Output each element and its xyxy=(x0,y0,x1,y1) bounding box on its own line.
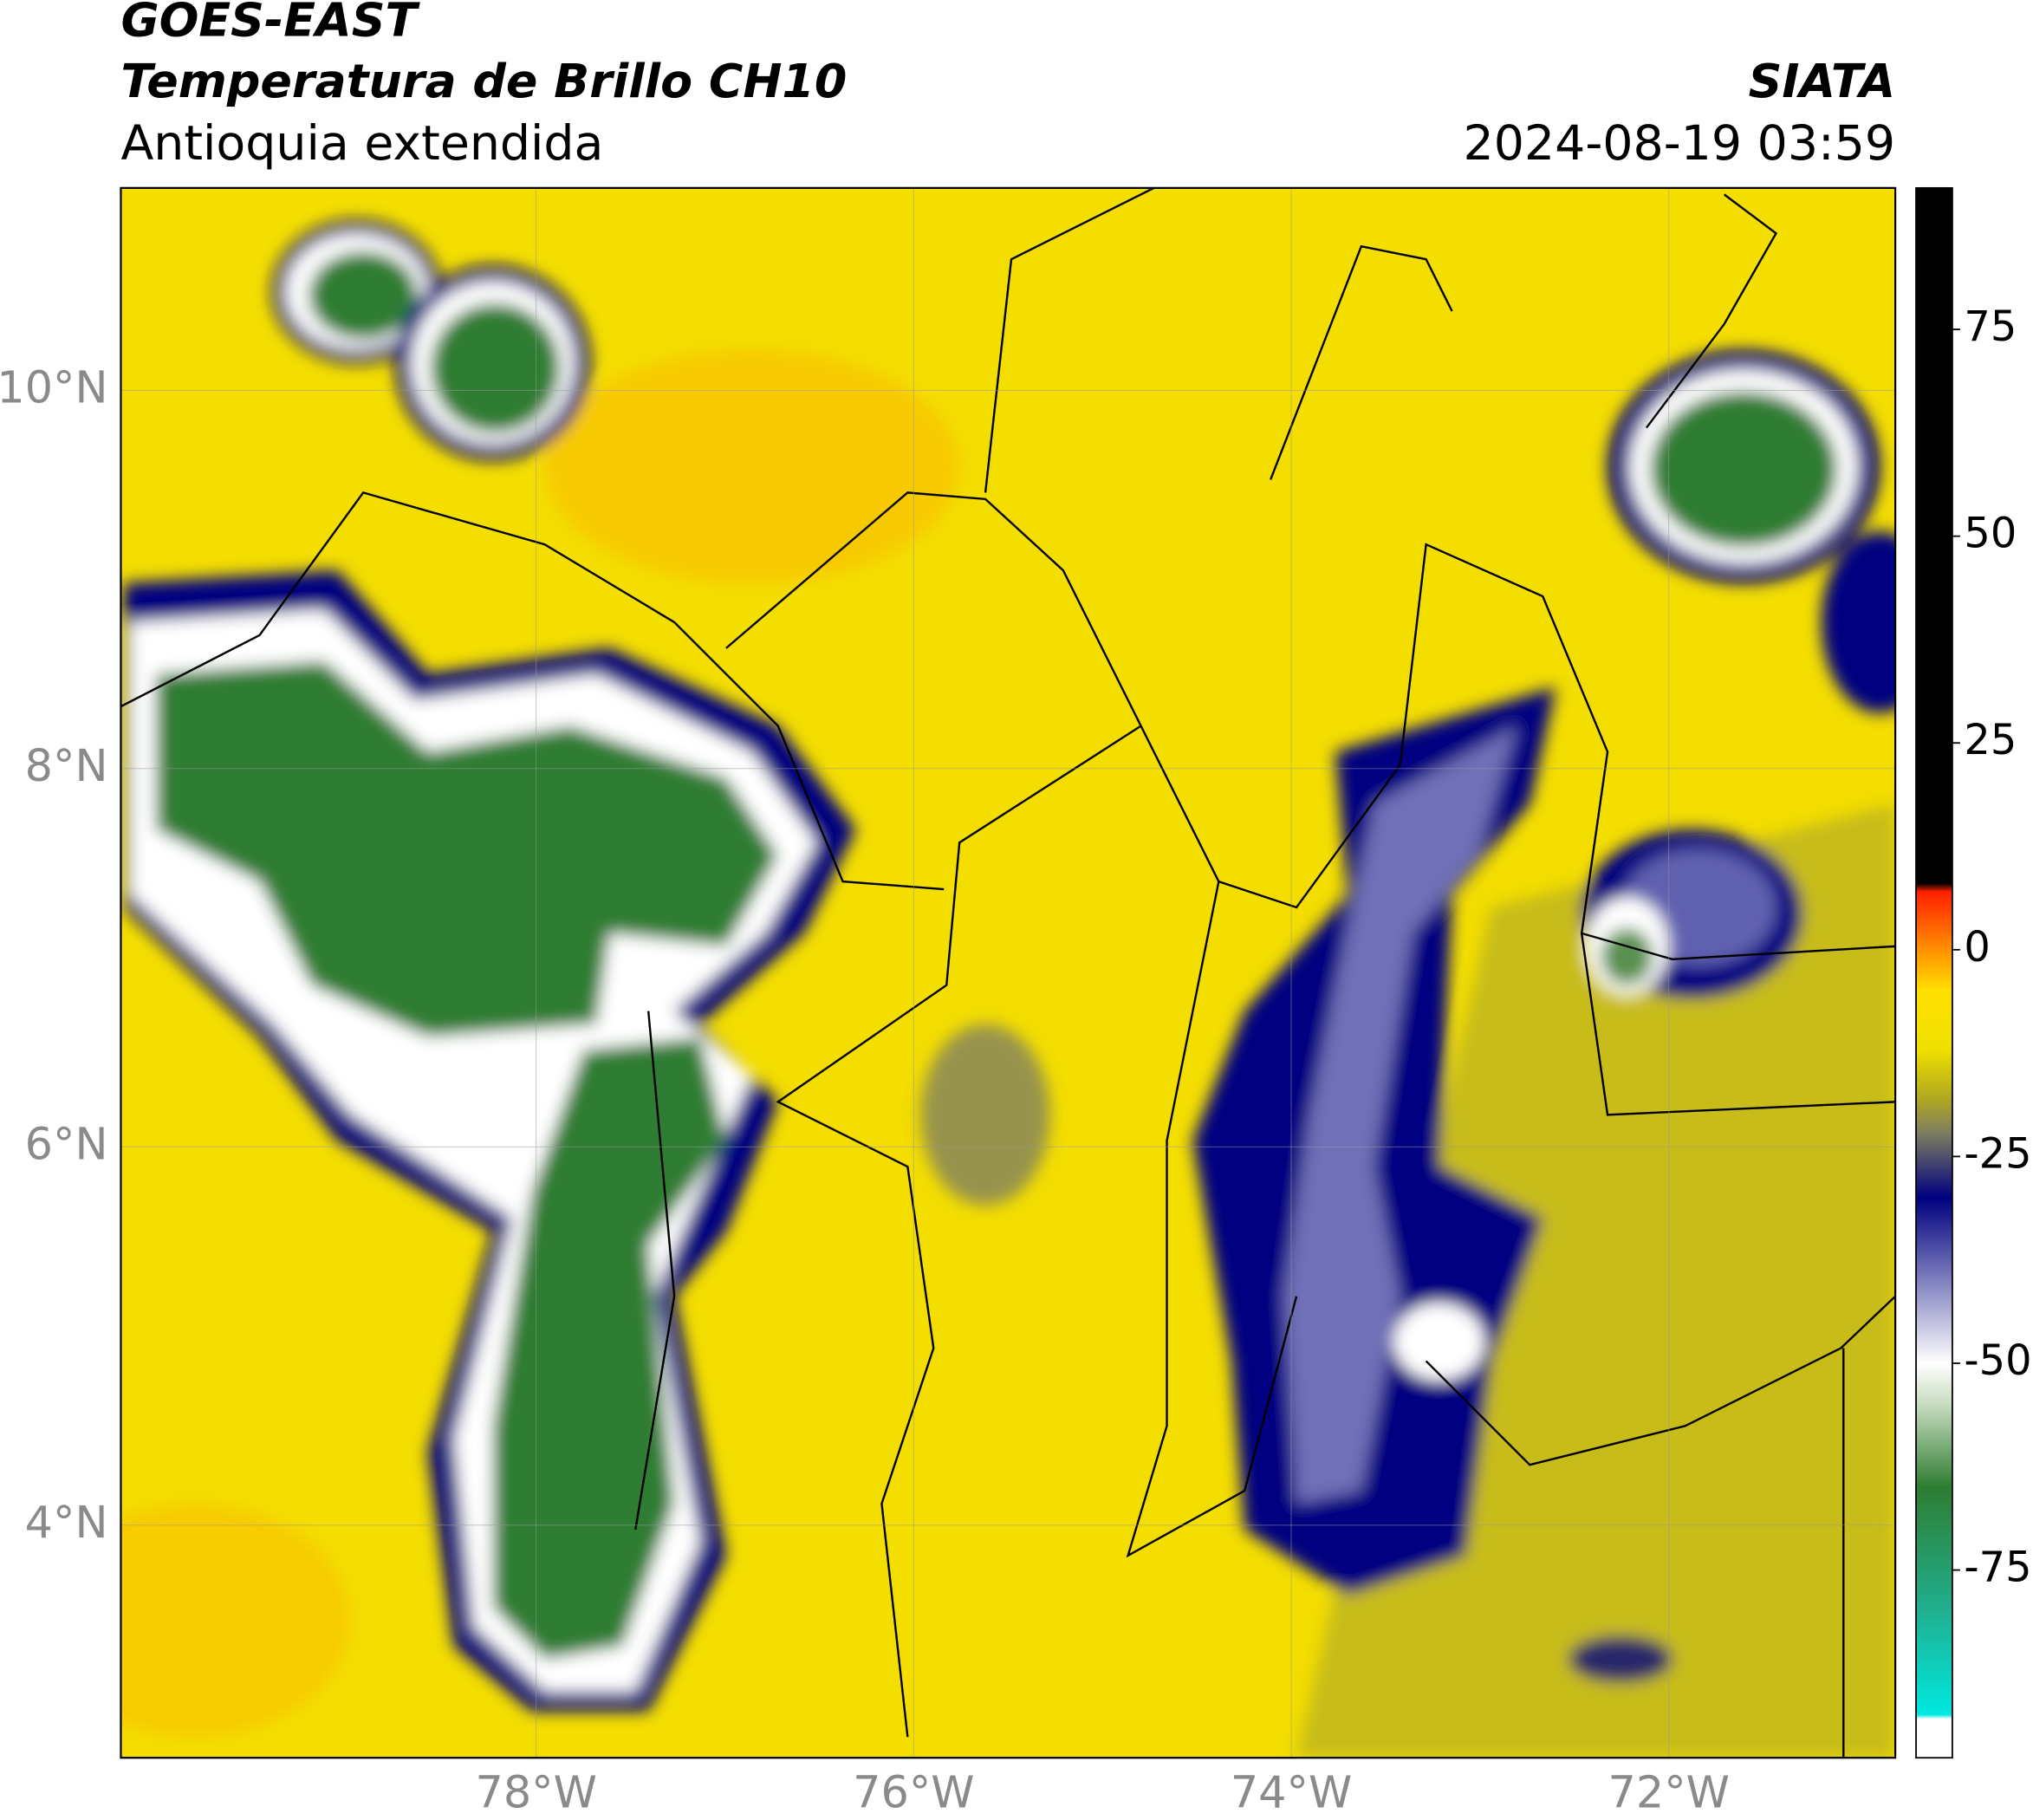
x-tick-label: 78°W xyxy=(475,1767,596,1818)
colorbar-tick-label: 75 xyxy=(1964,303,2017,351)
source-label: SIATA xyxy=(1749,54,1896,108)
map-frame xyxy=(120,186,1897,1759)
borders xyxy=(120,187,1896,1758)
y-tick-label: 8°N xyxy=(25,740,108,791)
y-tick-label: 10°N xyxy=(0,361,107,413)
y-tick-label: 6°N xyxy=(25,1118,108,1169)
colorbar-tick-label: 25 xyxy=(1964,717,2017,764)
satellite-title: GOES-EAST xyxy=(120,0,420,48)
colorbar-tick-label: -75 xyxy=(1964,1544,2031,1592)
colorbar-tick-label: -25 xyxy=(1964,1130,2031,1178)
product-title: Temperatura de Brillo CH10 xyxy=(120,54,847,108)
x-tick-label: 74°W xyxy=(1231,1767,1352,1818)
colorbar-tick-label: 50 xyxy=(1964,510,2017,558)
grid xyxy=(120,187,1896,1758)
y-tick-label: 4°N xyxy=(25,1497,108,1548)
colorbar xyxy=(1915,186,1953,1759)
x-tick-label: 72°W xyxy=(1608,1767,1729,1818)
colorbar-tick-label: -50 xyxy=(1964,1337,2031,1385)
x-tick-label: 76°W xyxy=(853,1767,974,1818)
colorbar-tick-label: 0 xyxy=(1964,924,1990,972)
datetime-label: 2024-08-19 03:59 xyxy=(1464,116,1896,172)
map-image xyxy=(120,187,1896,1758)
region-subtitle: Antioquia extendida xyxy=(120,116,603,172)
